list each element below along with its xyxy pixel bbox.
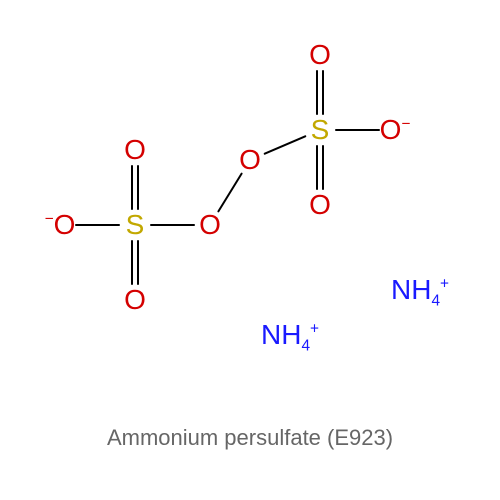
atom-O6: O: [309, 41, 331, 69]
atom-O2: O: [124, 136, 146, 164]
atom-S2: S: [311, 116, 330, 144]
atom-O5: O: [239, 146, 261, 174]
compound-name-caption: Ammonium persulfate (E923): [0, 425, 500, 451]
bond-line: [218, 174, 241, 212]
atom-N2: NH4+: [391, 276, 449, 304]
atom-O4: O: [199, 211, 221, 239]
atom-N1: NH4+: [261, 321, 319, 349]
atom-O7: O: [309, 191, 331, 219]
bond-line: [265, 136, 306, 153]
atom-S1: S: [126, 211, 145, 239]
atom-O1: −O: [45, 211, 76, 239]
atom-O3: O: [124, 286, 146, 314]
molecule-diagram: Ammonium persulfate (E923) −O S O O O O S O O O− N…: [0, 0, 500, 500]
atom-O8: O−: [380, 116, 411, 144]
